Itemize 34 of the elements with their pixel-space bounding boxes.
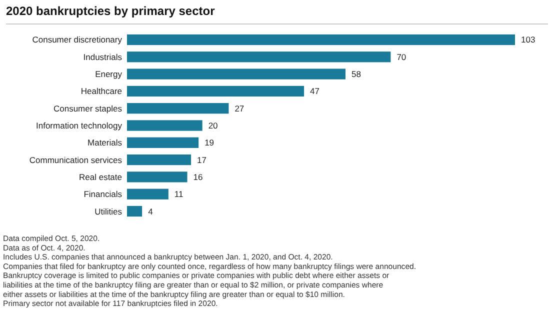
data-label: 19 <box>204 138 214 148</box>
bar <box>127 86 304 97</box>
y-tick-label: Materials <box>88 138 122 148</box>
bar <box>127 188 168 200</box>
y-tick-label: Energy <box>95 69 123 80</box>
y-tick-label: Real estate <box>79 172 122 182</box>
bar <box>127 172 188 182</box>
bar <box>127 34 515 46</box>
data-label: 17 <box>197 154 207 165</box>
chart-title: 2020 bankruptcies by primary sector <box>6 4 216 18</box>
bar <box>127 154 192 166</box>
data-label: 103 <box>521 34 536 45</box>
y-tick-label: Utilities <box>94 206 122 216</box>
y-tick-label: Healthcare <box>80 86 122 96</box>
bar <box>127 137 199 148</box>
data-label: 58 <box>351 69 362 80</box>
data-label: 47 <box>310 86 320 96</box>
bar <box>127 52 391 62</box>
y-tick-label: Consumer discretionary <box>32 34 123 45</box>
y-tick-label: Industrials <box>83 52 122 62</box>
bar <box>127 68 346 80</box>
bar <box>127 103 229 114</box>
data-label: 27 <box>234 103 244 114</box>
y-tick-label: Consumer staples <box>53 103 122 114</box>
data-label: 70 <box>396 52 406 62</box>
data-label: 4 <box>148 206 154 216</box>
data-label: 11 <box>174 189 184 200</box>
y-tick-label: Information technology <box>36 120 123 130</box>
y-tick-label: Communication services <box>29 154 122 165</box>
data-label: 16 <box>193 172 203 182</box>
bar <box>127 206 142 217</box>
y-tick-label: Financials <box>84 189 122 200</box>
bar <box>127 120 202 131</box>
data-label: 20 <box>208 120 218 130</box>
